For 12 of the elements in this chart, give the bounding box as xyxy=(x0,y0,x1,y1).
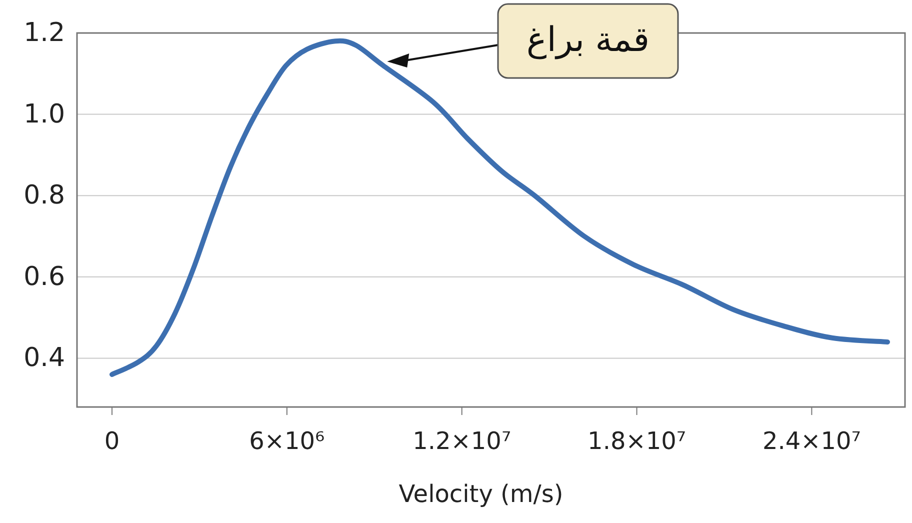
y-tick-label: 1.2 xyxy=(24,18,65,48)
annotation: قمة براغ xyxy=(526,20,650,60)
x-axis-title: Velocity (m/s) xyxy=(398,480,564,508)
y-tick-label: 0.6 xyxy=(24,262,65,292)
x-tick-label: 1.2×10⁷ xyxy=(412,427,512,455)
x-tick-label: 2.4×10⁷ xyxy=(762,427,861,455)
y-tick-label: 1.0 xyxy=(24,99,65,130)
x-tick-label: 1.8×10⁷ xyxy=(588,427,686,455)
x-tick-label: 6×10⁶ xyxy=(249,427,325,455)
y-tick-label: 0.8 xyxy=(24,180,65,211)
y-tick-label: 0.4 xyxy=(24,343,65,374)
x-tick-label: 0 xyxy=(104,427,120,455)
